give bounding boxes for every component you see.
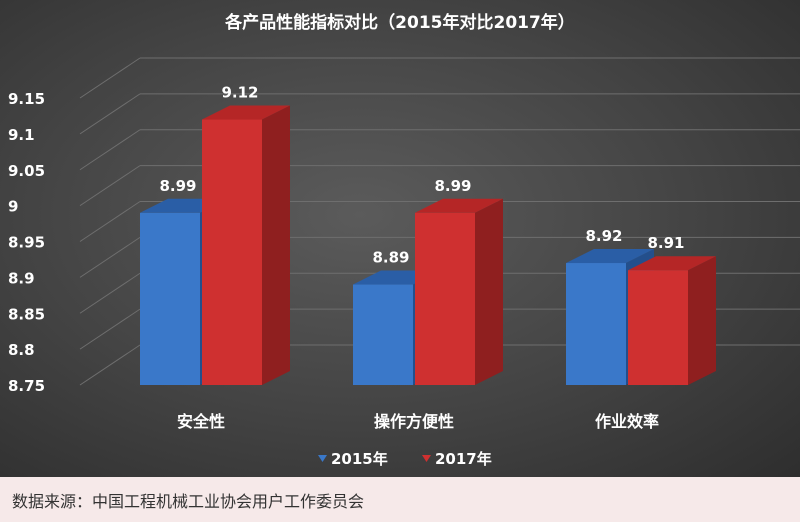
y-tick-label: 9 bbox=[8, 198, 18, 216]
gridline-slant bbox=[79, 272, 141, 314]
y-tick-label: 8.8 bbox=[8, 341, 35, 359]
data-label: 9.12 bbox=[221, 84, 258, 102]
bar-chart: 各产品性能指标对比（2015年对比2017年） 8.75 8.8 8.85 8.9 8.9… bbox=[8, 12, 800, 468]
gridline-slant bbox=[79, 93, 141, 135]
y-tick-label: 8.95 bbox=[8, 234, 45, 252]
bar-top bbox=[415, 198, 503, 213]
bar-top bbox=[628, 256, 716, 271]
bar-side bbox=[688, 256, 716, 385]
y-tick-label: 8.75 bbox=[8, 377, 45, 395]
y-tick-label: 9.1 bbox=[8, 126, 35, 144]
bar-top bbox=[566, 249, 654, 264]
gridline-slant bbox=[79, 201, 141, 242]
chart-title: 各产品性能指标对比（2015年对比2017年） bbox=[224, 12, 575, 33]
chart-area: 各产品性能指标对比（2015年对比2017年） 8.75 8.8 8.85 8.9 8.9… bbox=[0, 0, 800, 477]
data-label: 8.99 bbox=[159, 177, 196, 195]
bar-top bbox=[202, 105, 290, 120]
gridline-slant bbox=[79, 308, 141, 350]
bar bbox=[140, 212, 200, 385]
legend-marker bbox=[318, 455, 327, 462]
y-tick-label: 8.85 bbox=[8, 305, 45, 323]
gridline-slant bbox=[79, 236, 141, 278]
bar bbox=[415, 212, 475, 385]
bar bbox=[566, 263, 626, 385]
legend-label: 2015年 bbox=[331, 450, 388, 468]
data-label: 8.89 bbox=[372, 249, 409, 267]
bar-side bbox=[475, 198, 503, 385]
gridline-slant bbox=[79, 165, 141, 207]
source-text: 数据来源：中国工程机械工业协会用户工作委员会 bbox=[12, 492, 365, 511]
data-label: 8.99 bbox=[434, 177, 471, 195]
data-label: 8.91 bbox=[647, 234, 684, 252]
gridline-slant bbox=[79, 344, 141, 386]
bar bbox=[202, 119, 262, 386]
source-footer: 数据来源：中国工程机械工业协会用户工作委员会 bbox=[0, 477, 800, 522]
bar bbox=[353, 284, 413, 385]
x-tick-label: 操作方便性 bbox=[374, 412, 454, 431]
x-tick-label: 安全性 bbox=[177, 412, 225, 431]
data-label: 8.92 bbox=[585, 227, 622, 245]
legend-marker bbox=[422, 455, 431, 462]
y-tick-label: 9.15 bbox=[8, 90, 45, 108]
gridline-slant bbox=[79, 57, 141, 99]
legend-label: 2017年 bbox=[435, 450, 492, 468]
gridline-slant bbox=[79, 129, 141, 171]
bar-side bbox=[262, 105, 290, 386]
x-tick-label: 作业效率 bbox=[595, 412, 659, 431]
y-tick-label: 8.9 bbox=[8, 269, 35, 287]
bar bbox=[628, 270, 688, 385]
y-tick-label: 9.05 bbox=[8, 162, 45, 180]
